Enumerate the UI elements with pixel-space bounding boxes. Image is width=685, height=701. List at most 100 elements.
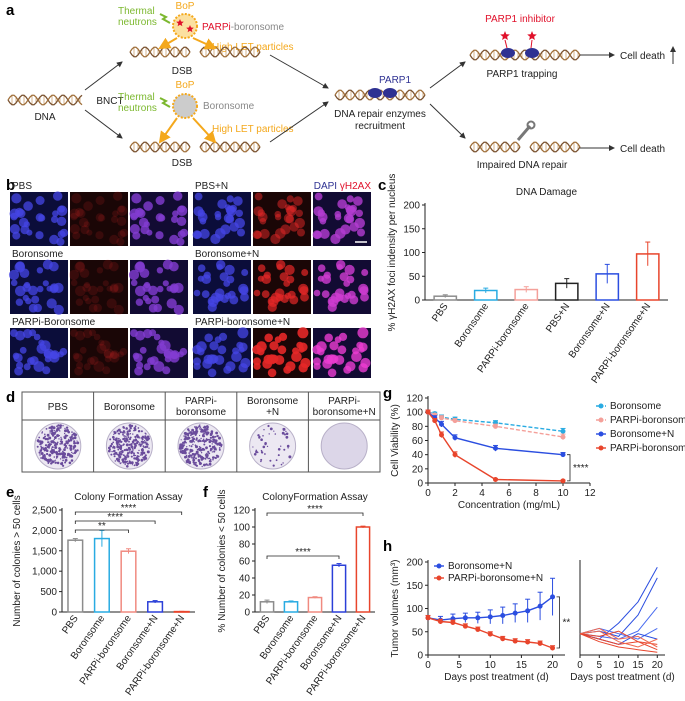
colony [197,459,201,463]
colony [47,441,49,444]
cell-nucleus [301,269,309,276]
legend-swatch [598,403,604,409]
dna-label: DNA [34,112,55,123]
dna-strand [529,141,581,153]
colony [127,455,130,458]
colony [120,450,124,454]
wrench-icon [526,120,536,130]
bar [283,601,299,613]
colony [211,443,213,445]
cell-nucleus [96,285,104,293]
colony [185,454,188,457]
cell-nucleus [204,333,213,343]
colony [56,461,60,465]
cell-nucleus [74,262,86,273]
colony [113,453,116,456]
cell-nucleus [349,204,357,213]
y-axis-label: % γH2AX foci indensity per nucleus [387,174,398,332]
x-tick-label: Boronsome [453,301,492,350]
colony [207,457,209,460]
colony [133,442,137,446]
significance-bracket [567,454,571,482]
colony [214,456,216,458]
cell-nucleus [155,196,165,205]
colony [69,448,73,451]
colony [117,432,120,435]
colony [131,464,133,466]
colony [40,446,43,449]
data-point [560,428,566,434]
colony [130,452,133,455]
colony [55,451,58,454]
colony [69,436,72,439]
cell-nucleus [106,298,117,309]
cell-nucleus [338,332,348,341]
cell-nucleus [95,231,104,240]
cell-nucleus [300,292,309,302]
colony [64,434,68,438]
bop-particle [172,13,198,39]
dna-strand [199,141,261,153]
neutron-label: neutrons [118,103,157,114]
colony [70,438,72,440]
colony [68,444,71,447]
colony [190,432,194,436]
colony [195,437,198,440]
cell-nucleus [146,229,153,236]
data-point [452,418,458,424]
y-tick-label: 2,000 [32,526,57,537]
y-tick-label: 150 [406,581,423,592]
cell-nucleus [93,333,101,341]
colony [195,427,198,430]
colony [39,443,41,446]
neutron-label: neutrons [118,17,157,28]
colony [199,424,201,426]
colony [185,448,188,451]
cell-nucleus [225,361,236,372]
cell-nucleus [176,216,187,226]
cell-nucleus [36,285,44,293]
recruitment-label: DNA repair enzymes [334,109,426,120]
colony [48,447,50,449]
colony [139,442,141,444]
colony [116,440,118,442]
colony [186,446,188,448]
y-tick-label: 0 [417,479,423,490]
culture-plate [105,422,153,470]
colony [190,445,193,448]
colony [205,452,207,454]
colony [109,438,112,441]
cell-nucleus [75,285,86,297]
cell-nucleus [217,199,227,209]
cell-nucleus [116,216,127,226]
cell-nucleus [91,295,100,304]
colony [117,458,120,462]
cell-nucleus [173,191,183,201]
colony [123,460,127,464]
cell-nucleus [23,363,31,371]
colony [48,426,51,429]
cell-nucleus [15,207,24,217]
colony [218,447,221,449]
colony [138,430,141,433]
cell-nucleus [151,295,160,304]
cell-nucleus [314,192,323,201]
colony [128,461,132,464]
bop-label: BoP [176,1,195,12]
colony [70,459,74,462]
y-tick-label: 80 [239,540,251,551]
cell-nucleus [354,217,365,229]
agent-label: Boronsome [203,101,255,112]
legend-label: PARPi-boronsome+N [610,443,685,454]
data-point [462,615,468,621]
colony [132,449,134,451]
colony [66,441,68,444]
cell-nucleus [19,268,30,279]
impaired-label: Impaired DNA repair [477,160,568,171]
legend-label: Boronsome+N [610,429,674,440]
data-point [550,645,556,651]
parp1-protein [525,48,539,58]
colony [125,437,128,440]
legend-label: PARPi-boronsome+N [448,573,543,584]
colony [214,456,217,460]
